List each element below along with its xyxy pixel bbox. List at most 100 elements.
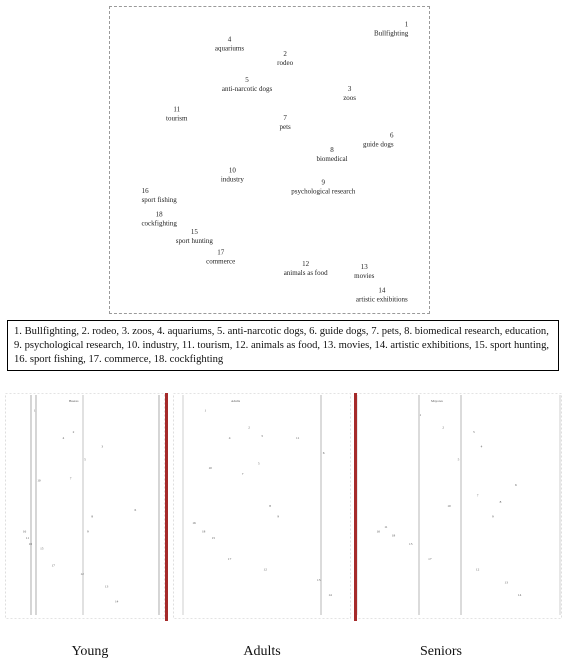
panel-point-14: 14 (518, 593, 522, 597)
point-number: 9 (321, 178, 325, 186)
point-label: biomedical (316, 155, 347, 163)
panel-point-12: 12 (80, 572, 84, 576)
panel-point-2: 2 (248, 426, 250, 430)
panel-point-9: 9 (87, 529, 89, 533)
point-number: 13 (361, 263, 369, 271)
panel-point-11: 11 (26, 536, 30, 540)
point-label: industry (221, 176, 244, 184)
panel-point-5: 5 (84, 457, 86, 461)
panel-point-13: 13 (505, 580, 509, 584)
panel-point-3: 3 (473, 430, 475, 434)
panel-point-11: 11 (296, 436, 300, 440)
panel-point-9: 9 (277, 515, 279, 519)
group-panels: Bueres 1 2 3 4 5 6 7 8 9 10 11 12 13 14 15 16 17 18 Adults 1… (5, 393, 565, 623)
point-label: pets (280, 123, 292, 131)
legend-box: 1. Bullfighting, 2. rodeo, 3. zoos, 4. a… (7, 320, 559, 371)
panel-point-14: 14 (115, 599, 119, 603)
panel-point-12: 12 (264, 568, 268, 572)
point-number: 10 (229, 167, 237, 175)
panel-point-1: 1 (204, 409, 206, 413)
panel-header: Bueres (69, 399, 79, 403)
point-label: anti-narcotic dogs (222, 85, 273, 93)
panel-point-15: 15 (40, 546, 44, 550)
point-number: 7 (283, 114, 287, 122)
point-number: 3 (348, 85, 352, 93)
panel-point-10: 10 (447, 504, 451, 508)
panel-point-16: 16 (192, 521, 196, 525)
point-label: artistic exhibitions (356, 295, 408, 303)
point-label: guide dogs (363, 141, 394, 149)
panel-point-4: 4 (63, 436, 65, 440)
panel-point-15: 15 (212, 536, 216, 540)
panel-point-5: 5 (458, 457, 460, 461)
panel-header: Mayores (431, 399, 444, 403)
point-label: zoos (343, 94, 356, 102)
point-number: 16 (142, 187, 150, 195)
panel-point-13: 13 (105, 585, 109, 589)
panel-point-18: 18 (202, 529, 206, 533)
panel-point-5: 5 (258, 462, 260, 466)
panel-point-1: 1 (34, 409, 36, 413)
panel-point-2: 2 (442, 426, 444, 430)
panel-point-7: 7 (242, 472, 244, 476)
panel-point-17: 17 (52, 563, 56, 567)
point-label: sport hunting (176, 237, 214, 245)
panel-point-3: 3 (101, 445, 103, 449)
panel-point-10: 10 (37, 479, 41, 483)
panel-point-7: 7 (70, 476, 72, 480)
panel-point-17: 17 (428, 557, 432, 561)
point-number: 18 (156, 210, 164, 218)
panel-point-4: 4 (229, 436, 231, 440)
panel-separator-2 (354, 393, 357, 621)
panel-point-16: 16 (377, 529, 381, 533)
panel-point-18: 18 (392, 534, 396, 538)
panel-point-16: 16 (23, 529, 27, 533)
panel-point-2: 2 (73, 430, 75, 434)
point-label: movies (354, 272, 374, 280)
point-label: cockfighting (141, 219, 177, 227)
panel-point-6: 6 (135, 508, 137, 512)
caption-adults: Adults (243, 644, 281, 659)
point-number: 6 (390, 132, 394, 140)
caption-seniors: Seniors (420, 644, 462, 659)
panel-point-12: 12 (476, 568, 480, 572)
panel-point-13: 13 (317, 578, 321, 582)
point-label: sport fishing (142, 196, 178, 204)
legend-text: 1. Bullfighting, 2. rodeo, 3. zoos, 4. a… (14, 326, 550, 365)
caption-young: Young (71, 644, 109, 659)
panel-point-8: 8 (91, 515, 93, 519)
point-number: 15 (191, 228, 199, 236)
panel-point-8: 8 (269, 504, 271, 508)
panel-point-9: 9 (492, 515, 494, 519)
point-number: 17 (217, 248, 225, 256)
point-label: tourism (166, 114, 188, 122)
panel-point-17: 17 (228, 557, 232, 561)
panel-point-11: 11 (384, 525, 388, 529)
point-number: 14 (378, 286, 386, 294)
panel-point-14: 14 (328, 593, 332, 597)
point-label: Bullfighting (374, 30, 409, 38)
panel-point-15: 15 (409, 542, 413, 546)
panel-point-7: 7 (477, 493, 479, 497)
panel-point-10: 10 (208, 466, 212, 470)
point-number: 11 (173, 105, 180, 113)
panel-point-6: 6 (515, 483, 517, 487)
panel-separator-1 (165, 393, 168, 621)
panel-point-6: 6 (323, 451, 325, 455)
